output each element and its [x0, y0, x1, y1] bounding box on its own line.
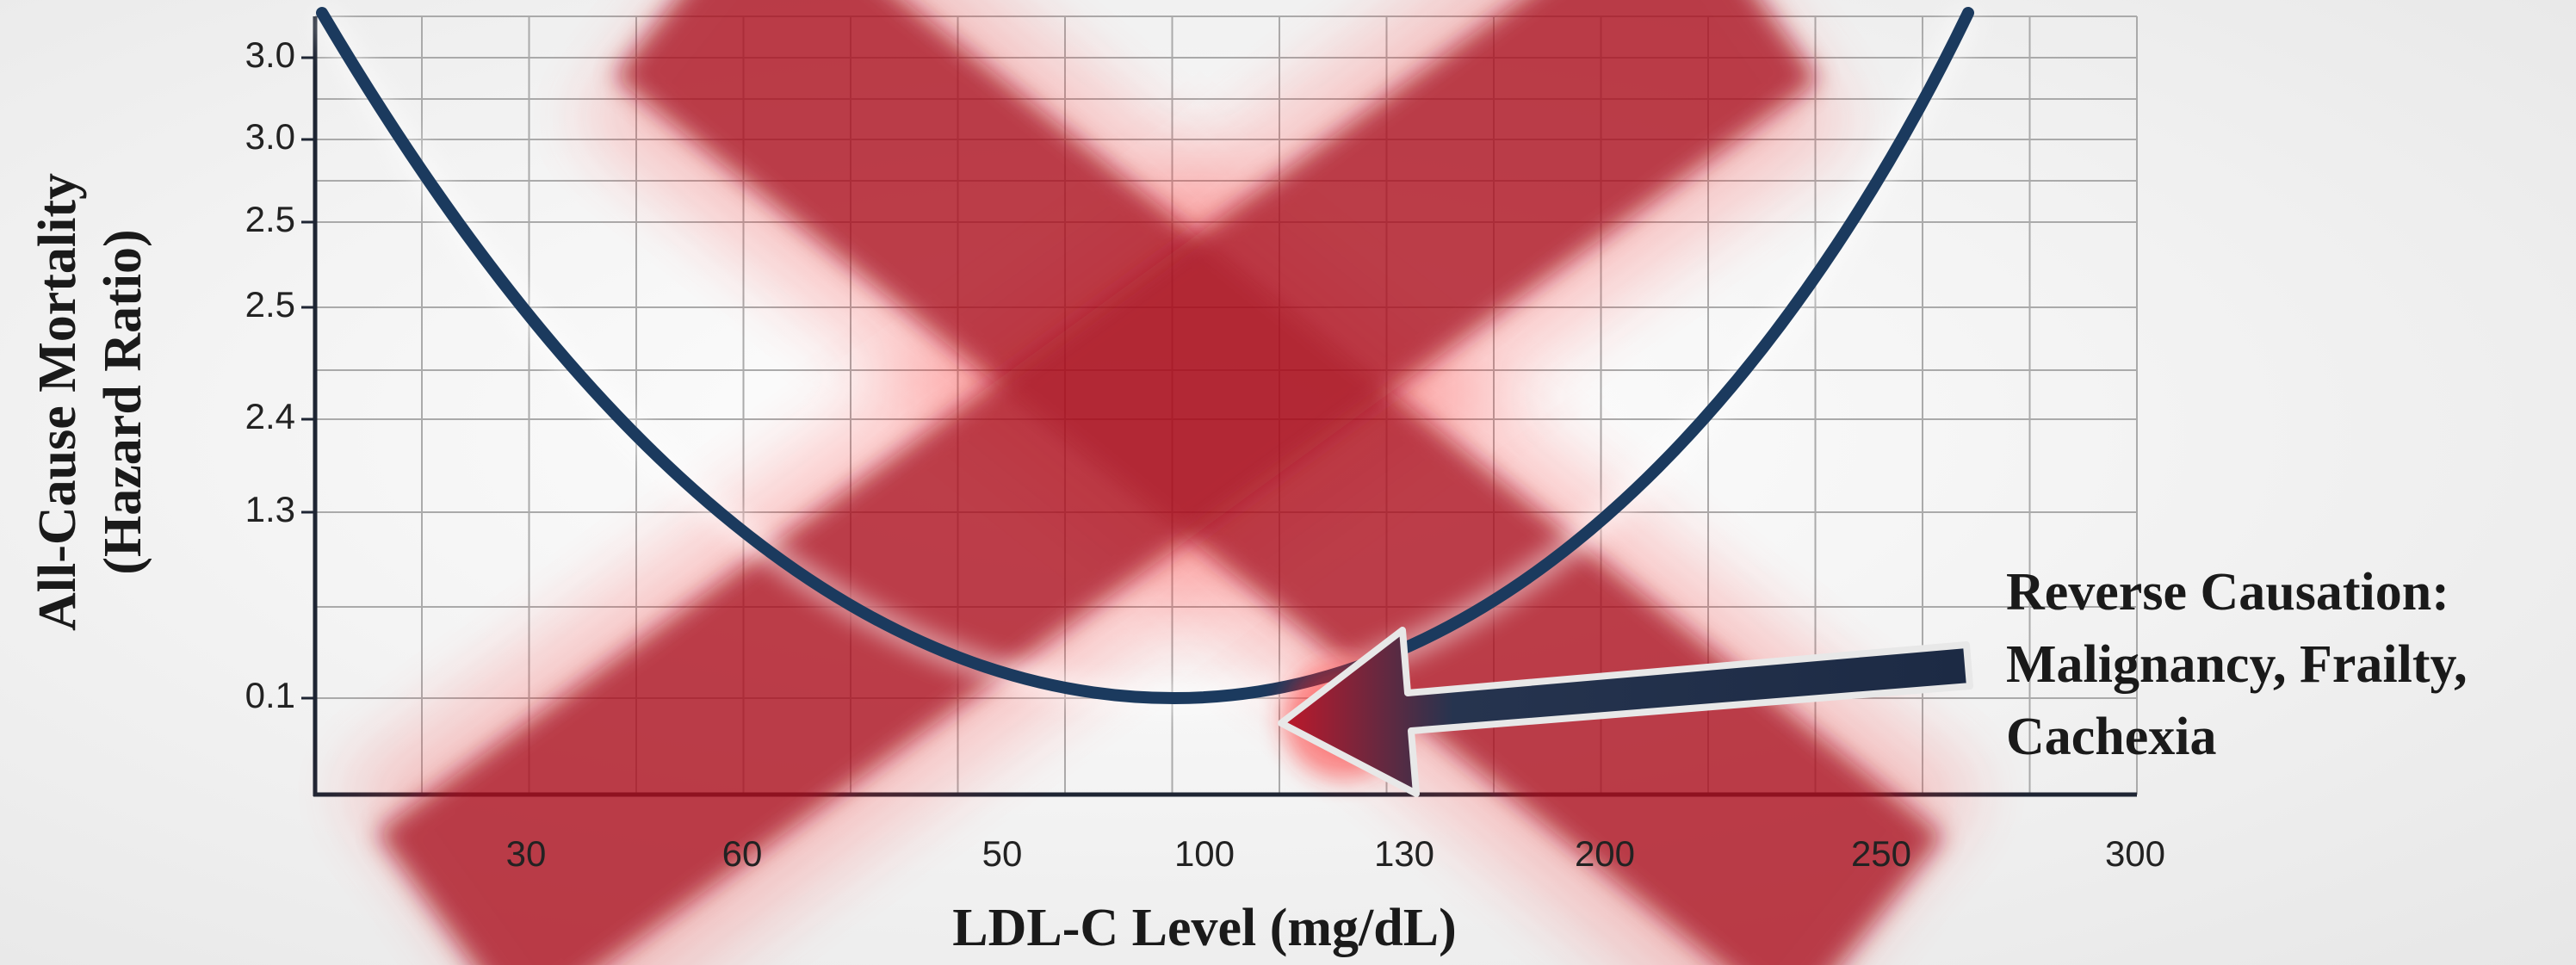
x-tick-label: 200: [1575, 833, 1635, 874]
x-tick-label: 30: [506, 833, 547, 874]
x-tick-label: 130: [1374, 833, 1434, 874]
x-tick-label: 250: [1851, 833, 1911, 874]
x-axis-title: LDL-C Level (mg/dL): [952, 899, 1457, 957]
annotation-line: Reverse Causation:: [2006, 563, 2449, 622]
annotation-line: Cachexia: [2006, 708, 2217, 766]
y-tick-label: 2.5: [245, 199, 295, 239]
y-tick-label: 1.3: [245, 489, 295, 529]
x-tick-label: 300: [2105, 833, 2165, 874]
page: 3.0 3.0 2.5 2.5 2.4 1.3 0.1 30 60 50 100 130 200 250…: [0, 0, 2576, 965]
annotation-line: Malignancy, Frailty,: [2006, 635, 2468, 694]
y-axis-title-line: (Hazard Ratio): [94, 229, 152, 574]
y-tick-label: 0.1: [245, 675, 295, 715]
y-axis-title-line: All-Cause Mortality: [28, 173, 87, 631]
figure: 3.0 3.0 2.5 2.5 2.4 1.3 0.1 30 60 50 100 130 200 250…: [0, 0, 2576, 965]
y-tick-label: 3.0: [245, 116, 295, 157]
y-tick-label: 2.5: [245, 284, 295, 325]
x-tick-label: 60: [722, 833, 763, 874]
x-tick-label: 50: [982, 833, 1023, 874]
x-tick-label: 100: [1174, 833, 1235, 874]
y-tick-label: 3.0: [245, 34, 295, 75]
y-tick-label: 2.4: [245, 396, 295, 436]
